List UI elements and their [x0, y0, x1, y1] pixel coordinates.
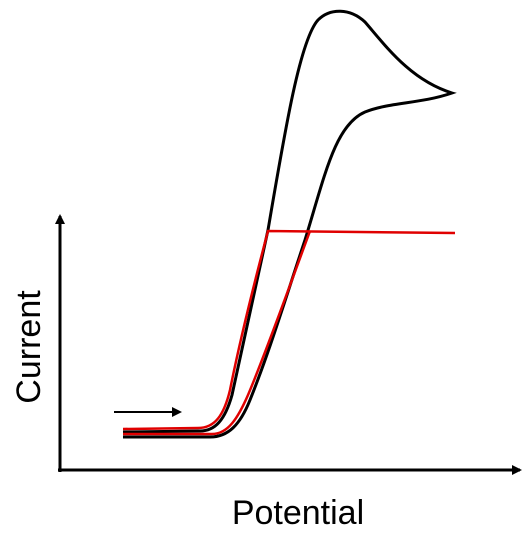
cv-curve — [122, 9, 457, 439]
y-axis-label: Current — [10, 290, 48, 404]
red-curve-upper — [122, 229, 456, 431]
x-axis-label: Potential — [232, 494, 364, 532]
red-curve-lower — [123, 230, 312, 436]
